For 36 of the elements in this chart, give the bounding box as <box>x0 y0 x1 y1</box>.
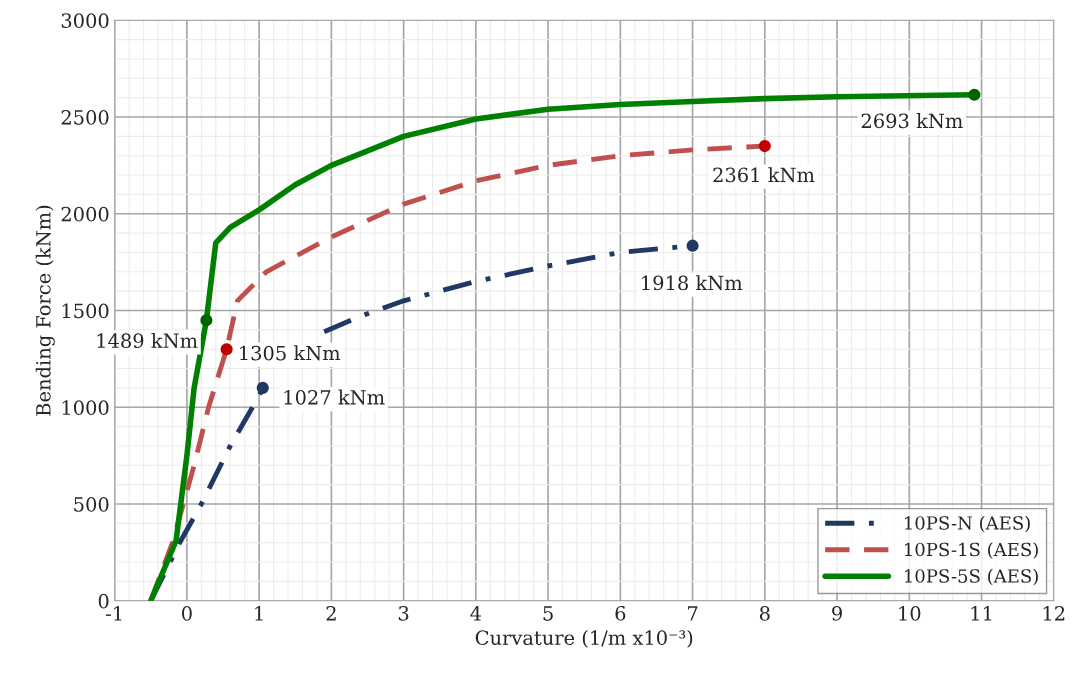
x-tick-label: 11 <box>971 605 992 621</box>
y-tick-label: 3000 <box>61 13 109 28</box>
x-tick-label: 0 <box>182 605 192 621</box>
y-tick-label: 1000 <box>62 400 109 415</box>
x-tick-label: 5 <box>543 606 553 621</box>
annotation: 1305 kNm <box>240 345 341 361</box>
y-axis-title: Bending Force (kNm) <box>35 205 55 416</box>
x-tick-label: 12 <box>1043 605 1065 621</box>
y-tick-label: 2500 <box>61 109 109 125</box>
legend-label: 10PS-5S (AES) <box>905 568 1038 586</box>
annotation: 1027 kNm <box>284 389 385 405</box>
x-tick-label: 3 <box>398 605 409 621</box>
x-tick-label: 6 <box>615 605 626 621</box>
annotation: 1918 kNm <box>642 275 743 291</box>
x-tick-label: 7 <box>688 606 698 621</box>
x-tick-label: 8 <box>759 605 770 621</box>
point <box>686 239 699 252</box>
legend-label: 10PS-N (AES) <box>905 515 1030 533</box>
legend-label: 10PS-1S (AES) <box>905 542 1038 559</box>
y-tick-label: 2000 <box>61 206 109 222</box>
y-tick-label: 500 <box>74 496 109 512</box>
annotation: 2693 kNm <box>861 113 963 129</box>
x-tick-label: 2 <box>326 605 336 621</box>
point <box>200 314 213 327</box>
x-tick-label: 1 <box>255 605 263 621</box>
x-axis-title: Curvature (1/m x10⁻³) <box>475 629 693 648</box>
x-tick-label: 9 <box>832 605 842 621</box>
annotation: 2361 kNm <box>713 167 815 183</box>
y-tick-label: 1500 <box>62 303 109 319</box>
point <box>758 139 771 153</box>
point <box>968 88 981 101</box>
point <box>256 381 269 394</box>
x-tick-label: 4 <box>470 605 482 621</box>
point <box>220 343 233 356</box>
x-tick-label: 10 <box>899 605 921 621</box>
annotation: 1489 kNm <box>97 332 198 349</box>
